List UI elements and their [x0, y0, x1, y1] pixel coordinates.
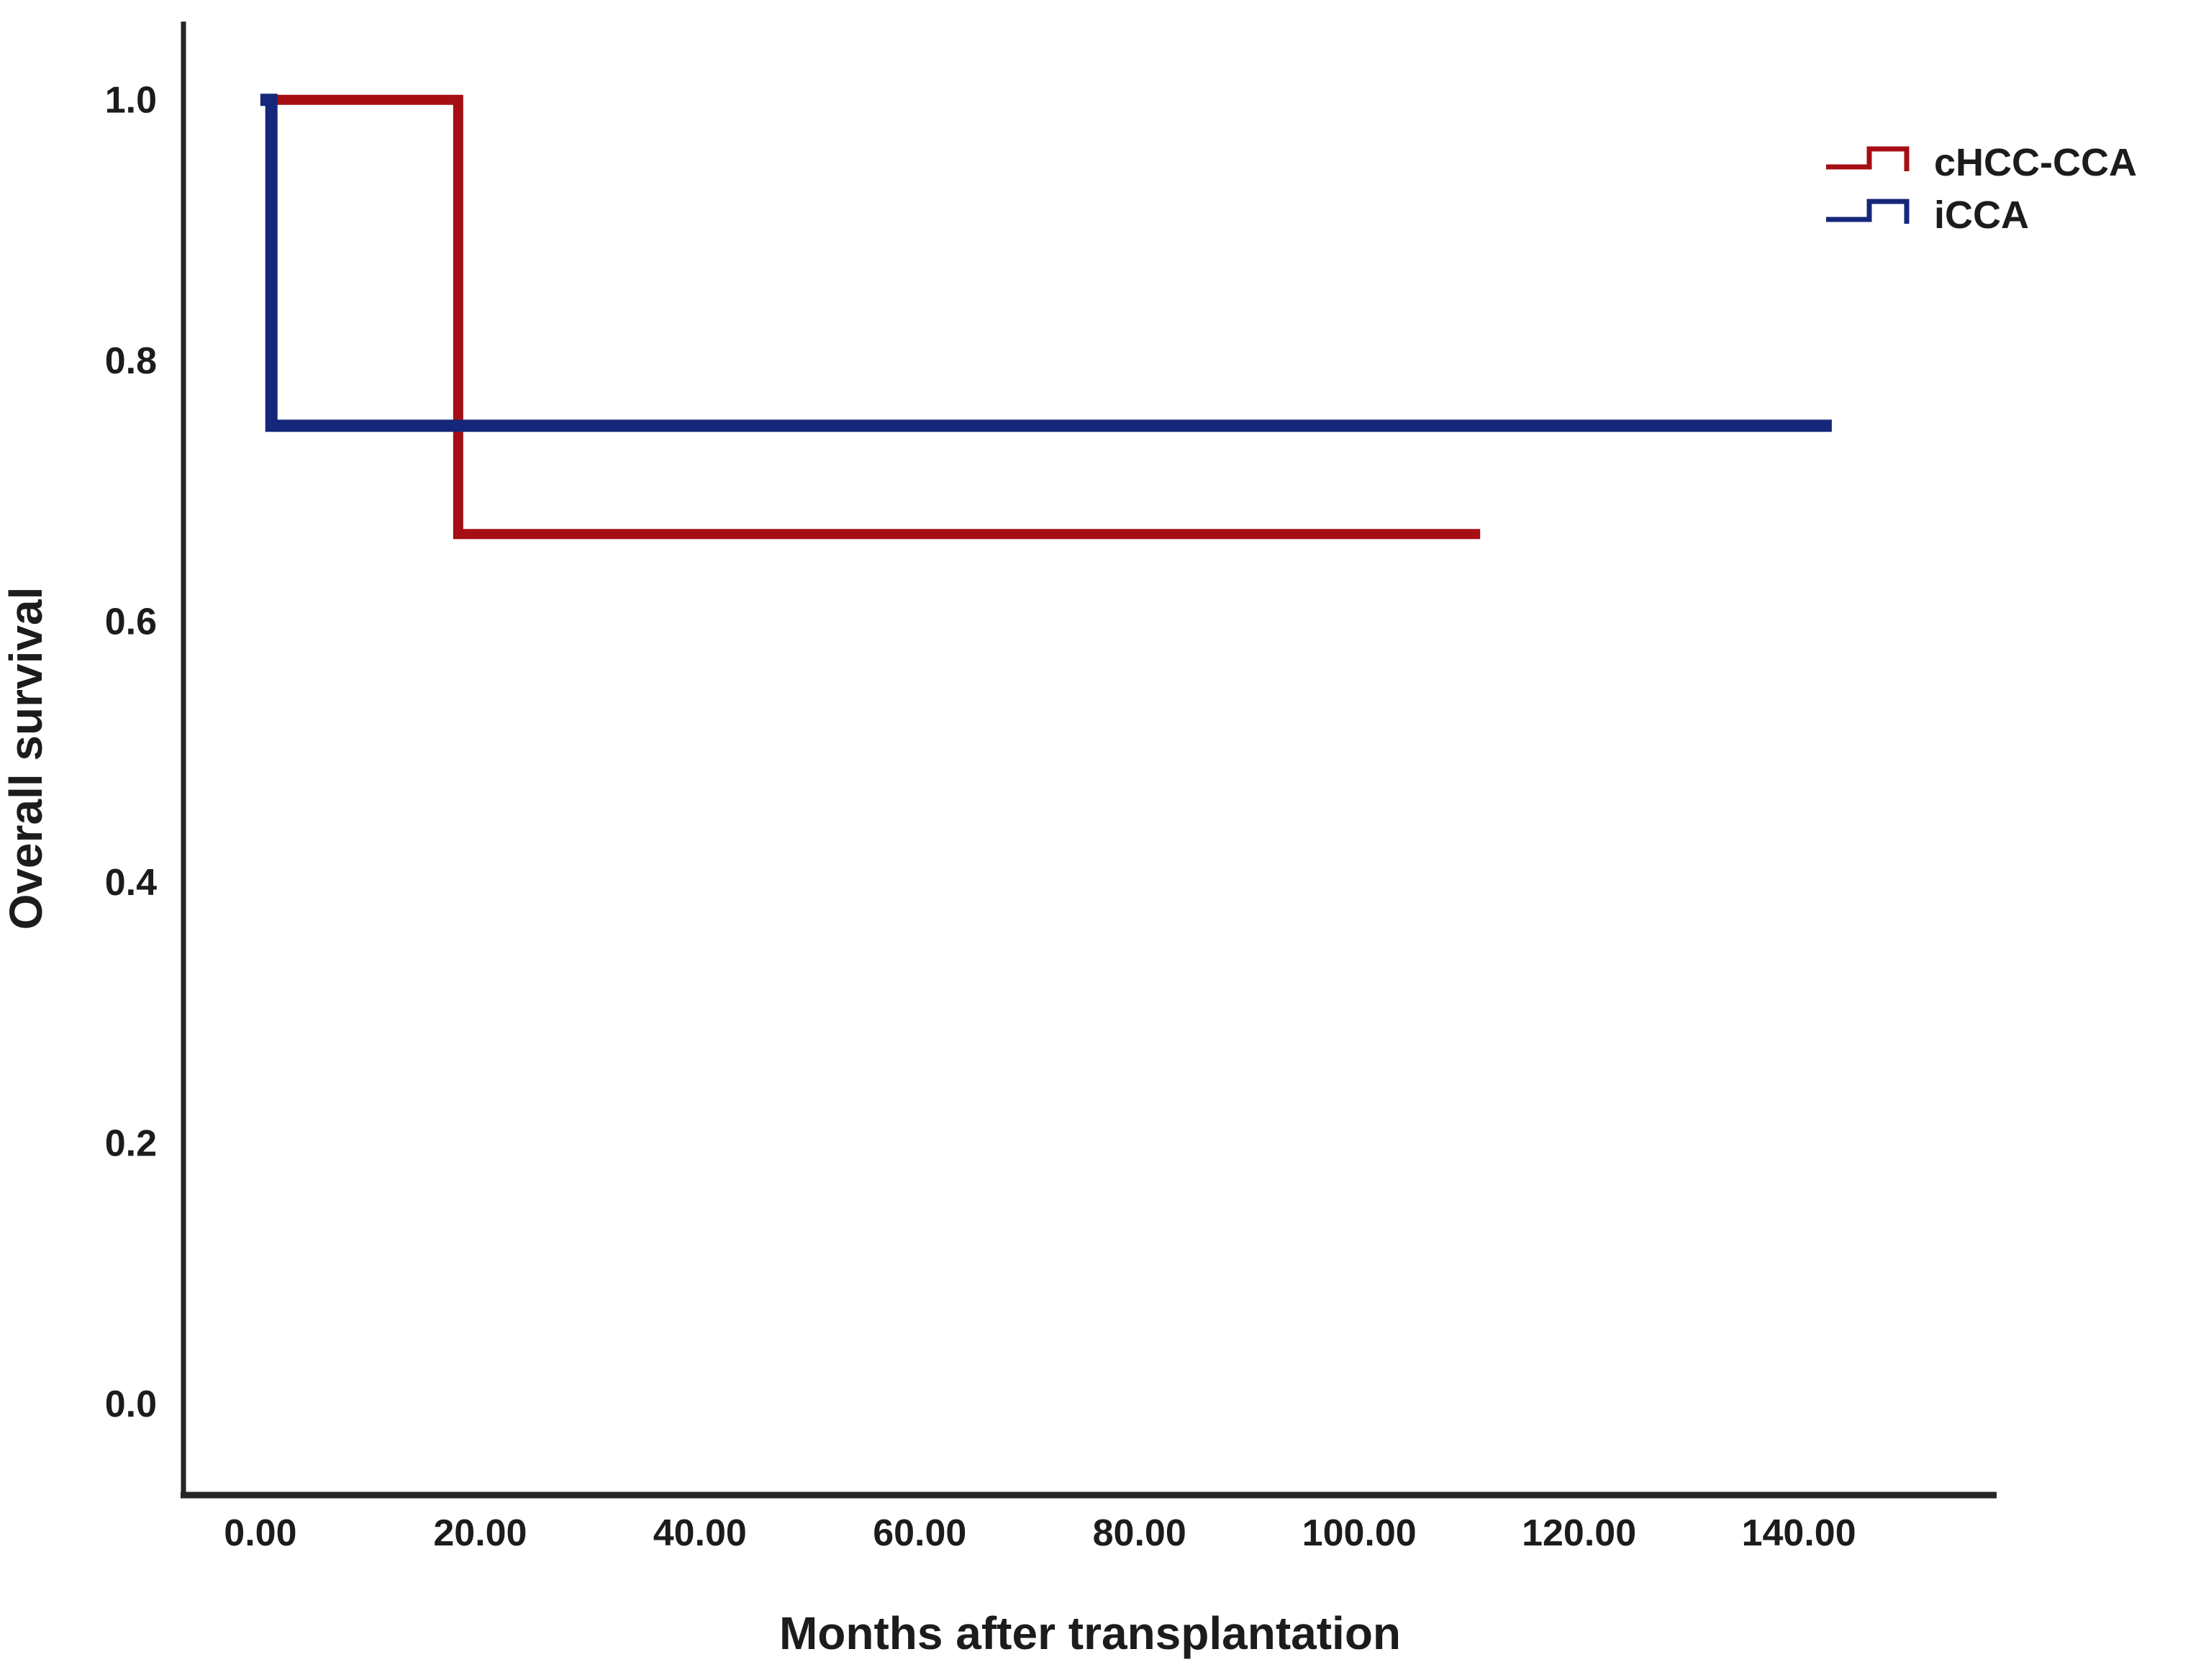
- y-tick-label: 0.8: [105, 340, 157, 382]
- y-axis-ticks: 0.0 0.2 0.4 0.6 0.8 1.0: [105, 80, 157, 1425]
- y-tick-label: 0.6: [105, 601, 157, 643]
- x-tick-label: 20.00: [433, 1512, 527, 1554]
- legend-label-chcc-cca: cHCC-CCA: [1934, 141, 2137, 184]
- x-tick-label: 120.00: [1522, 1512, 1636, 1554]
- x-axis-title: Months after transplantation: [779, 1607, 1401, 1659]
- curve-chcc-cca: [260, 94, 1481, 540]
- legend-item-chcc-cca: cHCC-CCA: [1826, 141, 2137, 184]
- legend-marker-icca-icon: [1826, 199, 1910, 224]
- x-tick-label: 140.00: [1742, 1512, 1856, 1554]
- y-tick-label: 0.2: [105, 1123, 157, 1165]
- curve-icca: [260, 94, 1832, 432]
- x-tick-label: 0.00: [224, 1512, 296, 1554]
- y-tick-label: 0.4: [105, 862, 157, 904]
- x-axis-ticks: 0.00 20.00 40.00 60.00 80.00 100.00 120.00 140.…: [224, 1512, 1856, 1554]
- y-tick-label: 1.0: [105, 80, 157, 122]
- x-tick-label: 80.00: [1093, 1512, 1186, 1554]
- y-axis-title: Overall survival: [0, 587, 52, 930]
- legend: cHCC-CCA iCCA: [1826, 141, 2137, 237]
- legend-marker-chcc-cca-icon: [1826, 146, 1910, 171]
- x-tick-label: 40.00: [653, 1512, 747, 1554]
- x-tick-label: 60.00: [873, 1512, 966, 1554]
- y-tick-label: 0.0: [105, 1384, 157, 1425]
- legend-item-icca: iCCA: [1826, 194, 2029, 237]
- x-tick-label: 100.00: [1302, 1512, 1417, 1554]
- legend-label-icca: iCCA: [1934, 194, 2029, 237]
